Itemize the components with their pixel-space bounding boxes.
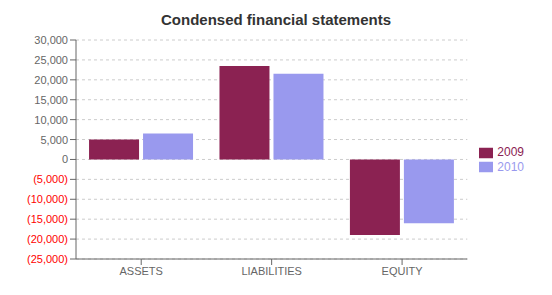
svg-text:(10,000): (10,000)	[27, 193, 68, 205]
html-text:2009: 2009	[497, 144, 524, 159]
html-text:2010: 2010	[497, 159, 524, 174]
svg-text:(25,000): (25,000)	[27, 253, 68, 265]
svg-text:LIABILITIES: LIABILITIES	[241, 265, 302, 277]
svg-text:0: 0	[62, 153, 68, 165]
svg-text:5,000: 5,000	[40, 134, 68, 146]
html-text:Condensed financial statements: Condensed financial statements	[161, 11, 391, 28]
svg-text:(5,000): (5,000)	[33, 173, 68, 185]
svg-text:20,000: 20,000	[34, 74, 68, 86]
svg-text:10,000: 10,000	[34, 114, 68, 126]
svg-text:(15,000): (15,000)	[27, 213, 68, 225]
svg-text:EQUITY: EQUITY	[382, 265, 424, 277]
svg-text:(20,000): (20,000)	[27, 233, 68, 245]
svg-text:ASSETS: ASSETS	[120, 265, 163, 277]
svg-text:15,000: 15,000	[34, 94, 68, 106]
svg-text:30,000: 30,000	[34, 34, 68, 46]
svg-text:25,000: 25,000	[34, 54, 68, 66]
